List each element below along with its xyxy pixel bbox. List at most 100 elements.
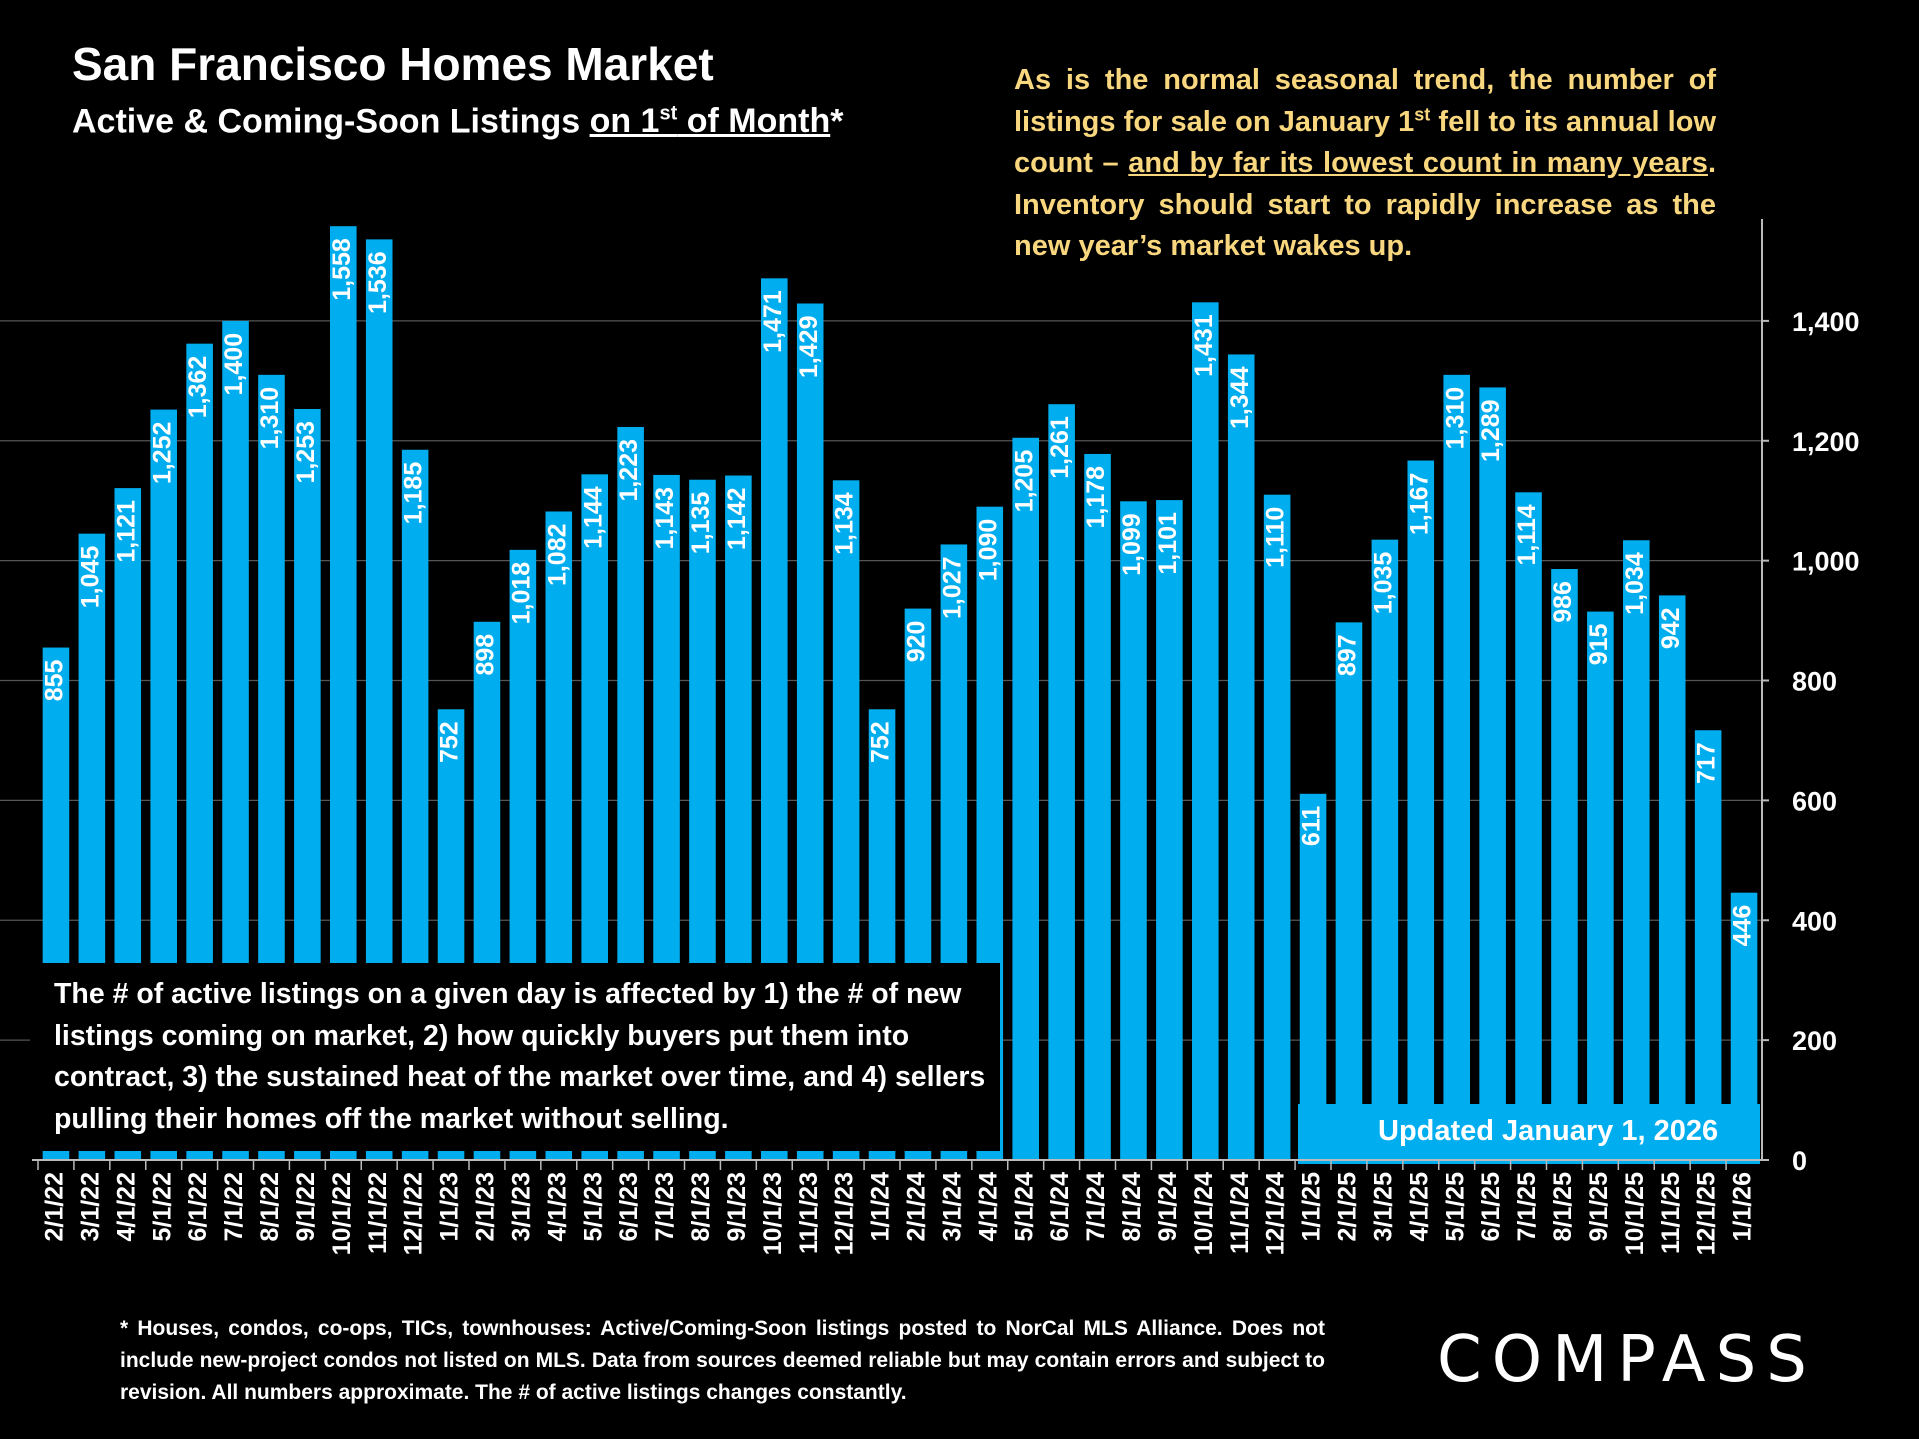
value-label: 1,142	[723, 488, 751, 551]
x-tick-label: 5/1/23	[579, 1172, 607, 1242]
subtitle-sup: st	[659, 103, 678, 125]
bar	[1156, 500, 1183, 1160]
value-label: 1,289	[1477, 399, 1505, 462]
value-label: 1,018	[507, 562, 535, 625]
bar	[1515, 492, 1542, 1160]
subtitle-suffix: *	[830, 102, 844, 141]
x-tick-label: 8/1/22	[256, 1172, 284, 1242]
subtitle-prefix: Active & Coming-Soon Listings	[72, 102, 590, 141]
value-label: 1,134	[831, 492, 859, 555]
value-label: 1,143	[651, 487, 679, 550]
value-label: 1,178	[1082, 466, 1110, 529]
x-tick-label: 7/1/22	[220, 1172, 248, 1242]
bar	[1120, 501, 1147, 1160]
chart-subtitle: Active & Coming-Soon Listings on 1st of …	[72, 92, 843, 143]
value-label: 1,536	[364, 251, 392, 314]
bar	[1299, 793, 1327, 1160]
annotation-top-sup: st	[1414, 103, 1431, 124]
x-tick-label: 11/1/24	[1226, 1172, 1254, 1254]
compass-logo: COMPASS	[1437, 1323, 1817, 1397]
value-label: 1,310	[1441, 387, 1469, 450]
x-tick-label: 10/1/24	[1190, 1172, 1218, 1256]
value-label: 717	[1693, 742, 1721, 784]
value-label: 898	[472, 634, 500, 676]
x-tick-label: 8/1/24	[1118, 1172, 1146, 1242]
x-tick-label: 9/1/23	[723, 1172, 751, 1242]
x-tick-label: 8/1/23	[687, 1172, 715, 1242]
annotation-left: The # of active listings on a given day …	[54, 978, 986, 1135]
value-label: 1,261	[1046, 416, 1074, 479]
x-tick-label: 1/1/25	[1298, 1172, 1326, 1242]
y-tick-label: 1,200	[1792, 427, 1860, 457]
y-tick-label: 200	[1792, 1026, 1837, 1056]
bar	[1084, 453, 1111, 1160]
bar	[1694, 730, 1722, 1160]
x-tick-label: 7/1/25	[1513, 1172, 1541, 1242]
x-tick-label: 4/1/22	[112, 1172, 140, 1242]
bar	[1263, 494, 1291, 1160]
value-label: 446	[1729, 905, 1757, 947]
left-annotation-backdrop	[30, 963, 1000, 1151]
x-tick-label: 1/1/23	[436, 1172, 464, 1242]
bar	[1587, 611, 1614, 1160]
bar	[1551, 569, 1578, 1160]
x-tick-label: 4/1/24	[974, 1172, 1002, 1242]
value-label: 1,035	[1369, 552, 1397, 615]
x-tick-label: 11/1/23	[795, 1172, 823, 1254]
title-block: San Francisco Homes Market Active & Comi…	[72, 36, 843, 143]
x-tick-label: 9/1/25	[1585, 1172, 1613, 1242]
value-label: 611	[1298, 806, 1326, 846]
value-label: 942	[1657, 607, 1685, 649]
x-tick-label: 3/1/23	[507, 1172, 535, 1242]
x-tick-label: 4/1/25	[1405, 1172, 1433, 1242]
value-label: 915	[1585, 623, 1613, 665]
x-tick-label: 1/1/24	[867, 1172, 895, 1242]
value-label: 1,110	[1262, 507, 1290, 568]
value-label: 1,082	[543, 523, 571, 586]
x-tick-label: 9/1/22	[292, 1172, 320, 1242]
value-label: 1,310	[256, 387, 284, 450]
x-tick-label: 11/1/25	[1657, 1172, 1685, 1254]
x-tick-label: 12/1/23	[831, 1172, 859, 1255]
value-label: 1,362	[184, 356, 212, 419]
bar	[1407, 460, 1435, 1160]
x-tick-label: 6/1/22	[184, 1172, 212, 1242]
value-label: 752	[436, 721, 464, 763]
bar	[1371, 539, 1399, 1160]
x-tick-label: 10/1/22	[328, 1172, 356, 1255]
x-tick-label: 8/1/25	[1549, 1172, 1577, 1242]
bar	[1227, 354, 1255, 1160]
x-tick-label: 9/1/24	[1154, 1172, 1182, 1242]
y-tick-label: 600	[1792, 786, 1837, 816]
x-tick-label: 3/1/22	[76, 1172, 104, 1242]
x-tick-label: 11/1/22	[364, 1172, 392, 1254]
value-label: 1,114	[1513, 504, 1541, 565]
x-tick-label: 1/1/26	[1729, 1172, 1757, 1242]
value-label: 1,253	[292, 421, 320, 484]
x-tick-label: 5/1/25	[1441, 1172, 1469, 1242]
x-tick-label: 5/1/24	[1010, 1172, 1038, 1242]
bar	[1192, 302, 1219, 1160]
axes: 0 200 400 600 800 1,000 1,200 1,400 2/1/22 3/1/22…	[32, 219, 1860, 1255]
updated-badge-backdrop	[1298, 1104, 1760, 1164]
y-tick-label: 1,000	[1792, 547, 1860, 577]
value-labels: 855 1,045 1,121 1,252 1,362 1,400 1,310 1,253 1,…	[41, 238, 1757, 946]
value-label: 1,223	[615, 439, 643, 502]
value-label: 1,034	[1621, 552, 1649, 615]
annotation-top-emphasis: and by far its lowest count in many year…	[1128, 147, 1708, 179]
annotation-top-part3: . Inventory should start to rapidly incr…	[1014, 147, 1717, 262]
annotation-top-part1: As is the normal seasonal trend, the num…	[1014, 64, 1716, 138]
annotation-top: As is the normal seasonal trend, the num…	[1014, 60, 1716, 268]
x-tick-label: 12/1/24	[1262, 1172, 1290, 1256]
x-tick-label: 7/1/24	[1082, 1172, 1110, 1242]
subtitle-part-a: on 1	[589, 102, 660, 141]
value-label: 1,400	[220, 333, 248, 396]
value-label: 752	[867, 721, 895, 763]
value-label: 1,252	[148, 422, 176, 485]
value-label: 1,121	[112, 500, 140, 563]
x-tick-label: 2/1/22	[41, 1172, 69, 1242]
x-tick-label: 3/1/25	[1369, 1172, 1397, 1242]
x-tick-label: 6/1/24	[1046, 1172, 1074, 1242]
value-label: 986	[1549, 581, 1577, 623]
value-label: 1,429	[795, 316, 823, 379]
